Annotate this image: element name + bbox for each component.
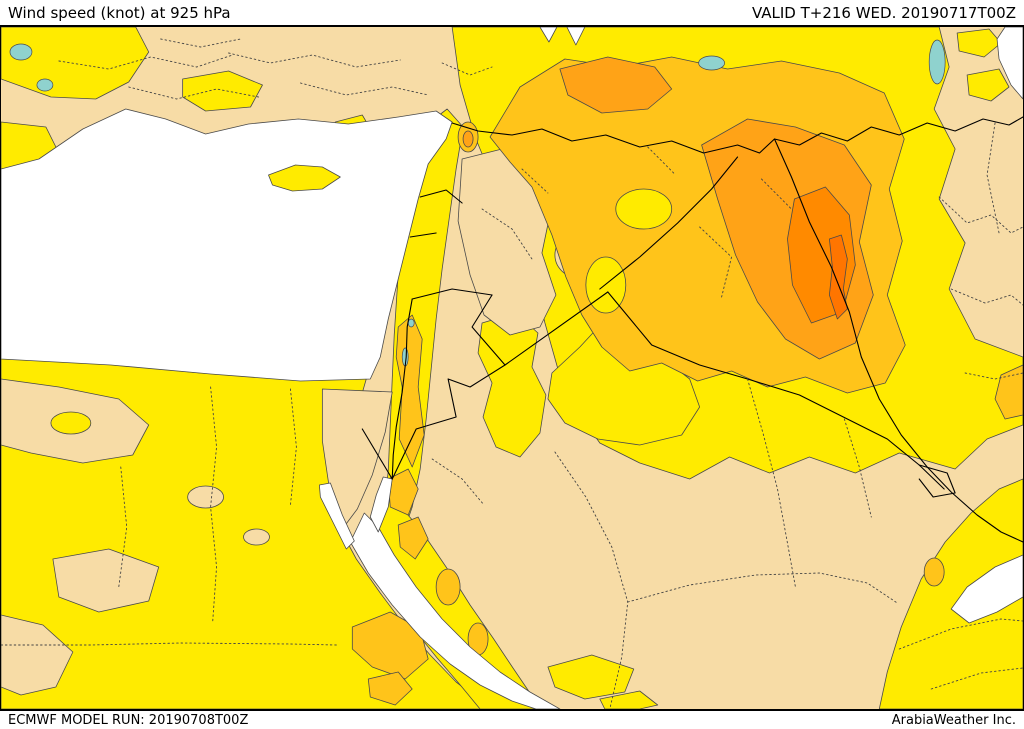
yellow-hole-in-amber-2	[585, 256, 627, 314]
amber-aqaba-2	[397, 516, 429, 560]
yellow-spot-in-tan	[50, 411, 92, 435]
country-borders	[361, 116, 1023, 543]
border-iraq-iran	[773, 138, 1023, 543]
contour-blob-ne-corner-2	[966, 68, 1010, 102]
tan-hole-egypt-3	[187, 485, 224, 509]
model-run-label: ECMWF MODEL RUN: 20190708T00Z	[8, 712, 249, 728]
tan-hole-egypt-corner	[1, 614, 74, 696]
contour-region-southeast	[878, 478, 1023, 709]
orange-north-band	[559, 56, 673, 114]
gulf-of-suez	[318, 482, 355, 550]
lake-van	[698, 55, 725, 71]
map-footer: ECMWF MODEL RUN: 20190708T00Z ArabiaWeat…	[0, 709, 1024, 729]
border-saudi-iraq	[607, 291, 945, 490]
cyprus-island	[268, 164, 341, 192]
tan-hole-egypt-2	[52, 548, 160, 613]
admin-dotted-borders	[1, 38, 1023, 709]
amber-aqaba-1	[387, 468, 419, 516]
contour-blob-top-left	[1, 27, 150, 100]
contour-blob-ne-corner-1	[956, 28, 1002, 58]
border-lebanon-north	[419, 189, 463, 204]
valid-time-label: VALID T+216 WED. 20190717T00Z	[751, 3, 1016, 22]
provider-label: ArabiaWeather Inc.	[891, 712, 1016, 728]
persian-gulf	[950, 554, 1023, 624]
innermost-core	[828, 234, 848, 320]
border-syria-iraq	[599, 156, 739, 290]
amber-nw-saudi-1	[435, 568, 461, 606]
red-sea	[349, 512, 561, 709]
amber-right-edge	[994, 364, 1023, 420]
tan-sinai	[321, 388, 393, 530]
sea-of-galilee	[407, 318, 415, 328]
border-jordan-saudi	[391, 364, 506, 480]
map-title: Wind speed (knot) at 925 hPa	[8, 3, 231, 22]
border-egypt-israel	[361, 428, 393, 480]
contour-region-center-lobes	[477, 312, 547, 458]
border-jordan-east	[471, 291, 609, 366]
weather-map	[0, 27, 1024, 709]
border-kuwait	[918, 464, 956, 498]
wind-speed-contour-map	[1, 27, 1023, 709]
contour-blob-bottom-center-2	[599, 690, 659, 709]
lake-top-2	[566, 27, 586, 46]
yellow-hole-in-amber-1	[615, 188, 673, 230]
lake-urmia	[928, 39, 946, 85]
amber-se-spot	[923, 557, 945, 587]
tan-hole-egypt-4	[243, 528, 270, 546]
wind-level1-holes	[1, 148, 616, 696]
amber-egypt-1	[351, 611, 429, 680]
islands-and-lakes	[9, 39, 946, 367]
contour-blob-turkey-1	[182, 70, 263, 112]
caspian-sea	[996, 27, 1023, 100]
border-lebanon-south	[409, 232, 437, 238]
map-header: Wind speed (knot) at 925 hPa VALID T+216…	[0, 0, 1024, 27]
border-jordan-river	[391, 298, 413, 480]
amber-egypt-2	[367, 671, 413, 706]
lake-nw-2	[36, 78, 54, 92]
orange-iskenderun-spot	[462, 130, 474, 148]
border-jordan-syria	[411, 288, 493, 300]
lake-top-1	[539, 27, 558, 43]
border-turkey-south	[451, 116, 1023, 154]
contour-blob-bottom-center	[547, 654, 635, 700]
lake-nw-1	[9, 43, 33, 61]
